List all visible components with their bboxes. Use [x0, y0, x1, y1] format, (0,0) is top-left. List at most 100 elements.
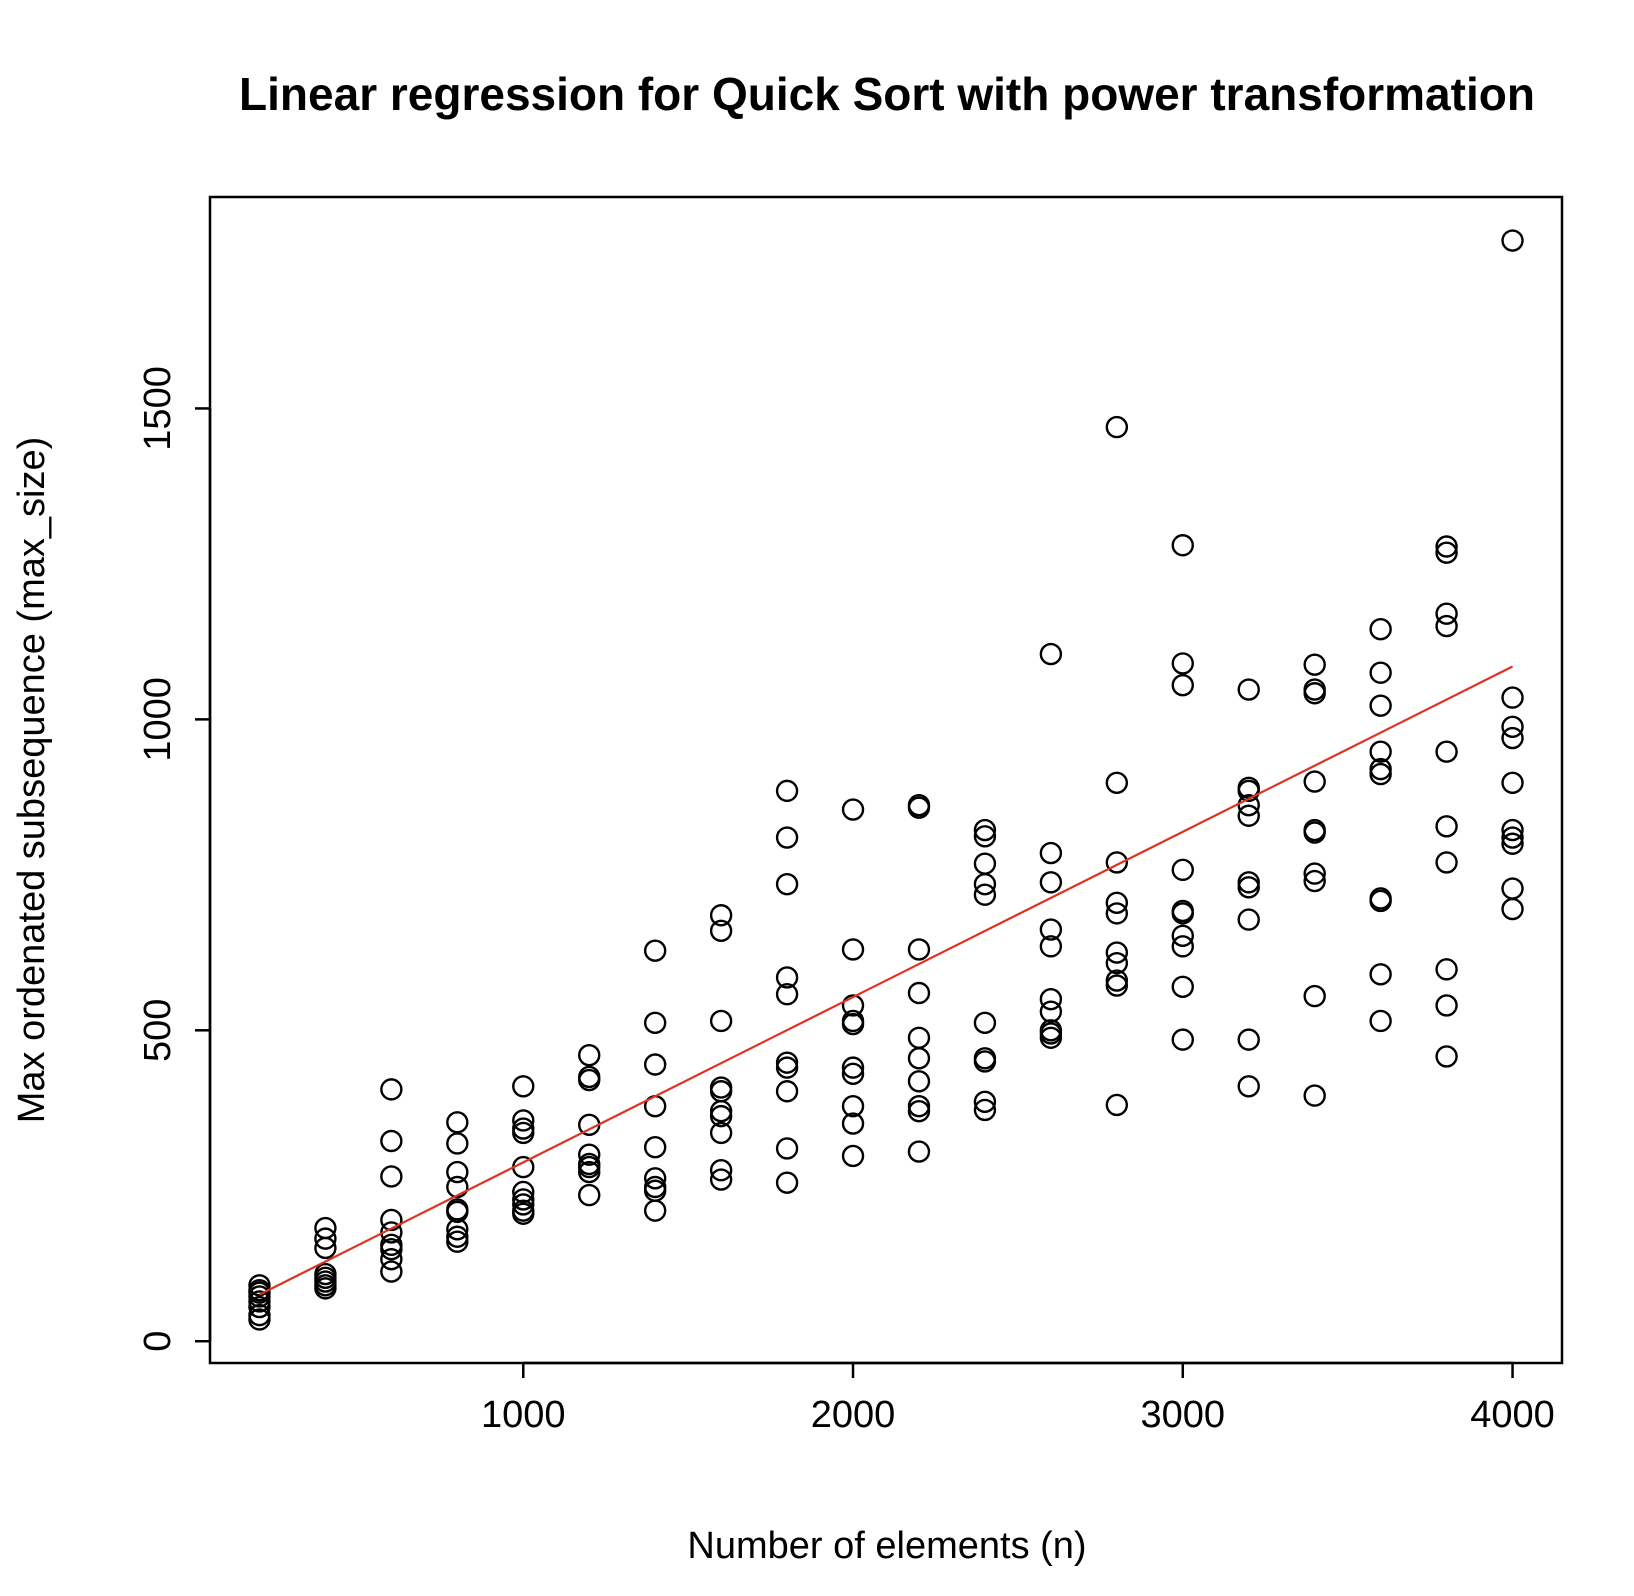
data-point [973, 818, 997, 842]
data-point [775, 1056, 799, 1079]
data-point [578, 1143, 601, 1166]
data-point [1369, 740, 1392, 763]
data-point [1039, 642, 1063, 666]
data-point [1171, 1028, 1194, 1051]
data-point [1435, 851, 1458, 874]
data-point [1369, 1009, 1392, 1033]
data-point [775, 1171, 799, 1194]
x-axis-label: Number of elements (n) [687, 1525, 1086, 1567]
data-point [1105, 902, 1129, 925]
data-point [1501, 826, 1524, 849]
data-point [1501, 686, 1524, 709]
data-point [709, 1159, 733, 1182]
data-point [1501, 897, 1524, 921]
data-point [775, 1080, 799, 1103]
data-point [1171, 673, 1194, 697]
data-point [1501, 832, 1524, 855]
data-point [709, 904, 733, 927]
data-point [1435, 958, 1458, 981]
data-point [1303, 862, 1326, 885]
data-point [709, 919, 733, 943]
data-point [1303, 653, 1326, 676]
data-point [1369, 617, 1392, 641]
data-point [643, 939, 667, 962]
x-tick-label: 4000 [1470, 1394, 1555, 1436]
data-point [1435, 815, 1458, 838]
data-point [1039, 1000, 1063, 1023]
data-point [1303, 770, 1326, 793]
data-point [1039, 871, 1063, 894]
data-point [1105, 851, 1129, 874]
data-point [1105, 415, 1129, 439]
data-point [1105, 771, 1129, 794]
data-point [907, 1094, 931, 1118]
data-point [1501, 715, 1524, 739]
y-tick-label: 1500 [137, 366, 179, 451]
data-point [1435, 994, 1458, 1017]
data-point [775, 872, 799, 896]
data-point [578, 1068, 601, 1092]
x-tick-label: 1000 [481, 1394, 566, 1436]
data-point [1039, 841, 1063, 865]
data-point [578, 1160, 601, 1184]
data-point [1303, 682, 1326, 705]
data-point [1171, 858, 1194, 882]
data-point [1171, 652, 1194, 675]
data-point [1171, 534, 1194, 557]
data-point [841, 1094, 865, 1118]
data-point [1171, 902, 1194, 925]
data-point [1435, 535, 1458, 558]
data-point [907, 1047, 931, 1070]
data-point [248, 1308, 271, 1331]
data-point [973, 852, 997, 875]
regression-line [258, 665, 1514, 1296]
data-point [380, 1078, 403, 1101]
data-point [775, 966, 799, 989]
data-point [841, 1012, 865, 1036]
data-point [1105, 951, 1129, 975]
data-point [1105, 891, 1129, 915]
data-point [446, 1160, 469, 1184]
data-point [248, 1290, 271, 1313]
x-tick-label: 2000 [811, 1394, 896, 1436]
data-point [1435, 614, 1458, 638]
data-point [446, 1200, 469, 1224]
data-point [841, 938, 865, 961]
data-point [1501, 818, 1524, 842]
plot-frame [208, 195, 1564, 1365]
data-point [578, 1043, 601, 1067]
data-point [643, 1053, 667, 1076]
data-point [643, 1199, 667, 1222]
data-point [248, 1295, 271, 1319]
data-point [907, 1099, 931, 1123]
data-point [1369, 694, 1392, 717]
data-point [775, 779, 799, 803]
data-point [1105, 974, 1129, 997]
data-point [1237, 804, 1260, 827]
data-point [1369, 661, 1392, 684]
data-point [709, 1099, 733, 1123]
data-point [1435, 1045, 1458, 1068]
y-tick-label: 500 [137, 999, 179, 1062]
data-point [907, 796, 931, 819]
data-point [1171, 975, 1194, 998]
data-point [446, 1111, 469, 1134]
data-point [1237, 1075, 1260, 1098]
x-tick-label: 3000 [1141, 1394, 1226, 1436]
data-point [973, 883, 997, 906]
data-point [1435, 602, 1458, 625]
data-point [1237, 871, 1260, 894]
data-point [841, 1144, 865, 1168]
data-point [841, 1062, 865, 1086]
data-point [1171, 935, 1194, 958]
data-point [380, 1247, 403, 1271]
data-point [1303, 869, 1326, 893]
data-point [775, 1137, 799, 1160]
data-point [1435, 541, 1458, 564]
data-point [643, 1011, 667, 1035]
data-point [1237, 793, 1260, 817]
data-point [512, 1121, 535, 1145]
data-point [1237, 779, 1260, 803]
data-point [907, 938, 931, 961]
data-point [380, 1129, 403, 1153]
